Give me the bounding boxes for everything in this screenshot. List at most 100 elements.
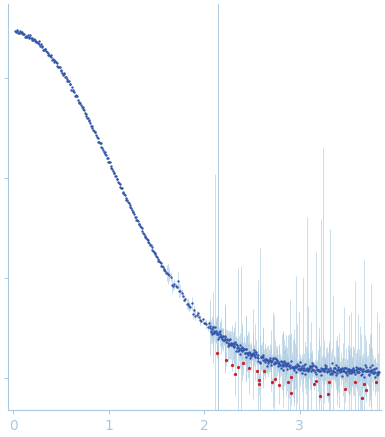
Point — [370, 369, 376, 376]
Point — [338, 366, 345, 373]
Point — [285, 361, 291, 368]
Point — [259, 354, 265, 361]
Point — [299, 362, 305, 369]
Point — [333, 369, 340, 376]
Point — [363, 368, 369, 375]
Point — [258, 354, 264, 361]
Point — [152, 250, 158, 257]
Point — [300, 364, 306, 371]
Point — [361, 381, 367, 388]
Point — [346, 370, 353, 377]
Point — [81, 106, 87, 113]
Point — [122, 192, 128, 199]
Point — [367, 368, 373, 375]
Point — [360, 366, 367, 373]
Point — [169, 282, 175, 289]
Point — [295, 361, 301, 368]
Point — [137, 222, 143, 229]
Point — [218, 332, 224, 339]
Point — [147, 242, 153, 249]
Point — [224, 340, 231, 347]
Point — [209, 331, 215, 338]
Point — [329, 371, 335, 378]
Point — [63, 73, 69, 80]
Point — [117, 184, 124, 191]
Point — [166, 271, 172, 278]
Point — [158, 262, 164, 269]
Point — [254, 354, 260, 361]
Point — [18, 30, 24, 37]
Point — [102, 150, 108, 157]
Point — [248, 354, 254, 361]
Point — [184, 300, 190, 307]
Point — [28, 34, 34, 41]
Point — [136, 220, 142, 227]
Point — [309, 360, 315, 367]
Point — [132, 213, 138, 220]
Point — [331, 365, 337, 372]
Point — [50, 57, 57, 64]
Point — [52, 58, 58, 65]
Point — [154, 255, 161, 262]
Point — [60, 71, 66, 78]
Point — [372, 374, 378, 381]
Point — [19, 29, 25, 36]
Point — [332, 368, 338, 375]
Point — [28, 35, 35, 42]
Point — [93, 132, 99, 139]
Point — [89, 123, 95, 130]
Point — [114, 176, 120, 183]
Point — [296, 365, 302, 372]
Point — [330, 367, 336, 374]
Point — [83, 112, 89, 119]
Point — [259, 352, 266, 359]
Point — [291, 364, 297, 371]
Point — [313, 370, 319, 377]
Point — [265, 357, 271, 364]
Point — [176, 287, 182, 294]
Point — [117, 180, 123, 187]
Point — [286, 365, 293, 372]
Point — [243, 345, 249, 352]
Point — [128, 205, 134, 212]
Point — [55, 63, 61, 70]
Point — [344, 371, 350, 378]
Point — [179, 290, 185, 297]
Point — [58, 68, 64, 75]
Point — [64, 78, 70, 85]
Point — [41, 46, 47, 53]
Point — [151, 250, 157, 257]
Point — [351, 369, 357, 376]
Point — [79, 104, 85, 111]
Point — [273, 356, 279, 363]
Point — [62, 73, 68, 80]
Point — [315, 367, 321, 374]
Point — [21, 30, 27, 37]
Point — [190, 310, 196, 317]
Point — [105, 158, 111, 165]
Point — [206, 319, 212, 326]
Point — [16, 29, 22, 36]
Point — [145, 237, 151, 244]
Point — [110, 170, 117, 177]
Point — [356, 365, 362, 372]
Point — [316, 367, 322, 374]
Point — [151, 248, 157, 255]
Point — [233, 348, 239, 355]
Point — [195, 310, 201, 317]
Point — [91, 127, 97, 134]
Point — [365, 367, 371, 374]
Point — [365, 367, 371, 374]
Point — [231, 340, 237, 347]
Point — [65, 78, 71, 85]
Point — [335, 366, 341, 373]
Point — [318, 364, 325, 371]
Point — [373, 378, 379, 385]
Point — [327, 370, 333, 377]
Point — [320, 365, 326, 372]
Point — [249, 351, 255, 358]
Point — [254, 368, 260, 375]
Point — [43, 47, 49, 54]
Point — [355, 369, 362, 376]
Point — [112, 173, 118, 180]
